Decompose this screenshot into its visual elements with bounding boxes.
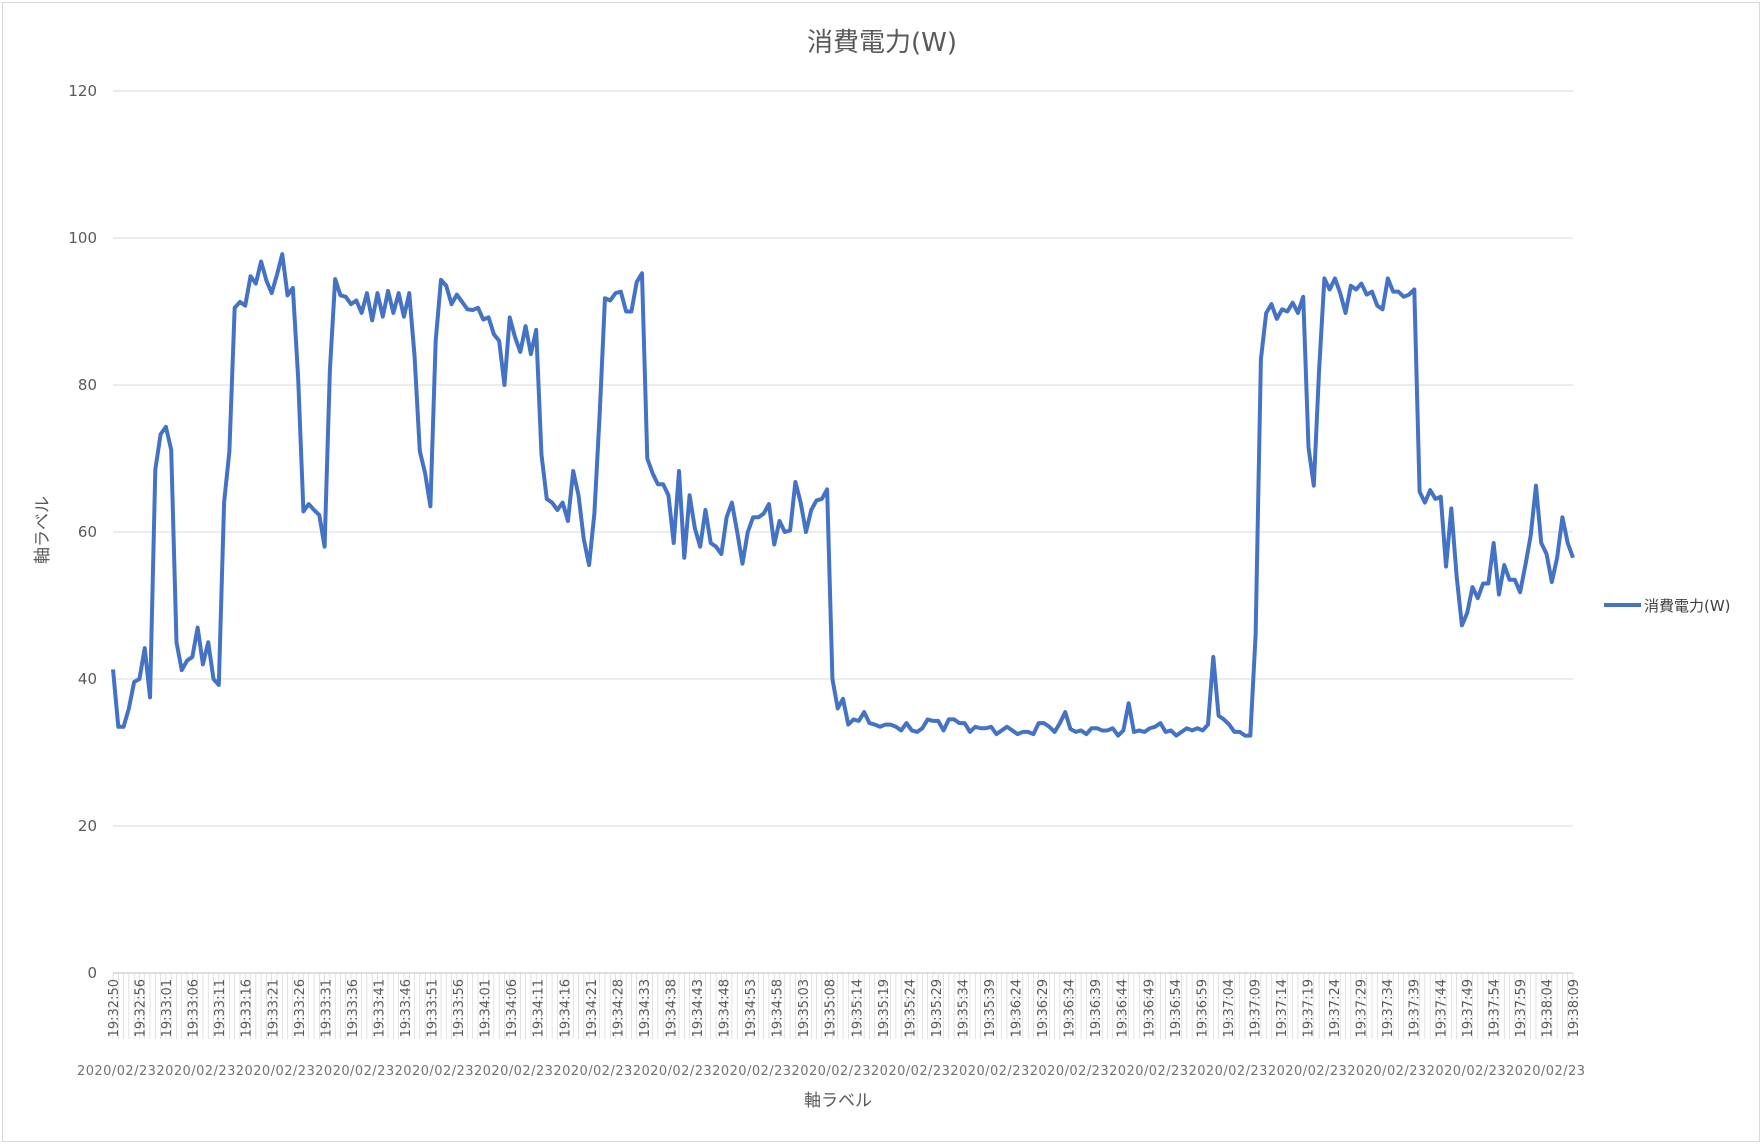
x-tick-label: 19:37:29 <box>1355 979 1370 1037</box>
x-tick-label: 19:33:16 <box>240 979 255 1037</box>
x-tick-label: 19:36:59 <box>1195 979 1210 1037</box>
x-tick-label: 19:37:34 <box>1381 979 1396 1037</box>
x-tick-label: 19:34:48 <box>718 979 733 1037</box>
x-tick-label: 19:33:21 <box>266 979 281 1037</box>
x-tick-label: 19:33:46 <box>399 979 414 1037</box>
x-tick-label: 19:35:34 <box>956 979 971 1037</box>
x-tick-label: 19:35:39 <box>983 979 998 1037</box>
x-axis-ticks: 2020/02/232020/02/232020/02/232020/02/23… <box>77 979 1585 1079</box>
y-tick-label: 80 <box>78 376 97 394</box>
x-tick-label: 19:34:06 <box>505 979 520 1037</box>
y-axis-label: 軸ラベル <box>33 496 53 564</box>
x-tick-label: 19:34:53 <box>744 979 759 1037</box>
x-tick-label: 19:37:39 <box>1408 979 1423 1037</box>
x-tick-label: 19:35:14 <box>850 979 865 1037</box>
x-tick-label: 19:34:38 <box>664 979 679 1037</box>
line-chart: 消費電力(W) 0 20 40 60 80 100 120 2020/02/232020/0… <box>33 28 1731 1111</box>
x-tick-label: 19:37:49 <box>1461 979 1476 1037</box>
x-tick-label: 19:37:59 <box>1514 979 1529 1037</box>
x-tick-label: 19:38:04 <box>1540 979 1555 1037</box>
x-tick-label: 19:33:11 <box>213 979 228 1037</box>
x-tick-label: 19:32:56 <box>134 979 149 1037</box>
date-strip-label: 2020/02/232020/02/232020/02/232020/02/23… <box>77 1064 1585 1079</box>
x-tick-label: 19:33:01 <box>160 979 175 1037</box>
x-tick-label: 19:36:44 <box>1116 979 1131 1037</box>
chart-title: 消費電力(W) <box>807 28 957 58</box>
x-tick-label: 19:36:34 <box>1063 979 1078 1037</box>
x-tick-label: 19:34:28 <box>611 979 626 1037</box>
x-tick-label: 19:36:24 <box>1010 979 1025 1037</box>
x-tick-label: 19:33:26 <box>293 979 308 1037</box>
x-tick-label: 19:33:51 <box>426 979 441 1037</box>
series-layer <box>111 252 1575 738</box>
x-tick-label: 19:34:33 <box>638 979 653 1037</box>
y-tick-label: 20 <box>78 817 97 835</box>
x-tick-label: 19:35:03 <box>797 979 812 1037</box>
y-axis-ticks: 0 20 40 60 80 100 120 <box>68 82 97 982</box>
series-line <box>111 252 1575 738</box>
x-tick-label: 19:34:16 <box>558 979 573 1037</box>
x-tick-label: 19:36:29 <box>1036 979 1051 1037</box>
x-tick-label: 19:35:19 <box>877 979 892 1037</box>
x-tick-label: 19:36:49 <box>1142 979 1157 1037</box>
x-tick-label: 19:34:58 <box>771 979 786 1037</box>
x-tick-label: 19:38:09 <box>1567 979 1582 1037</box>
x-tick-label: 19:35:08 <box>824 979 839 1037</box>
legend: 消費電力(W) <box>1604 597 1731 615</box>
x-tick-label: 19:36:39 <box>1089 979 1104 1037</box>
x-tick-label: 19:33:41 <box>372 979 387 1037</box>
x-tick-label: 19:35:24 <box>903 979 918 1037</box>
x-tick-label: 19:34:01 <box>479 979 494 1037</box>
x-tick-label: 19:37:44 <box>1434 979 1449 1037</box>
x-tick-label: 19:37:24 <box>1328 979 1343 1037</box>
x-tick-label: 19:35:29 <box>930 979 945 1037</box>
y-tick-label: 40 <box>78 670 97 688</box>
x-tick-label: 19:33:56 <box>452 979 467 1037</box>
x-tick-label: 19:37:09 <box>1248 979 1263 1037</box>
y-tick-label: 0 <box>87 964 97 982</box>
x-tick-label: 19:33:06 <box>187 979 202 1037</box>
x-tick-label: 19:37:14 <box>1275 979 1290 1037</box>
y-tick-label: 120 <box>68 82 97 100</box>
x-tick-label: 19:34:43 <box>691 979 706 1037</box>
x-tick-label: 19:34:21 <box>585 979 600 1037</box>
x-tick-label: 19:33:31 <box>319 979 334 1037</box>
legend-label: 消費電力(W) <box>1644 597 1731 615</box>
gridlines <box>112 90 1574 1039</box>
x-tick-label: 19:32:50 <box>107 979 122 1037</box>
x-tick-label: 19:36:54 <box>1169 979 1184 1037</box>
x-tick-label: 19:34:11 <box>532 979 547 1037</box>
x-tick-label: 19:37:04 <box>1222 979 1237 1037</box>
y-tick-label: 60 <box>78 523 97 541</box>
x-tick-label: 19:33:36 <box>346 979 361 1037</box>
y-tick-label: 100 <box>68 229 97 247</box>
x-tick-label: 19:37:19 <box>1302 979 1317 1037</box>
x-axis-label: 軸ラベル <box>804 1091 872 1111</box>
x-tick-label: 19:37:54 <box>1487 979 1502 1037</box>
